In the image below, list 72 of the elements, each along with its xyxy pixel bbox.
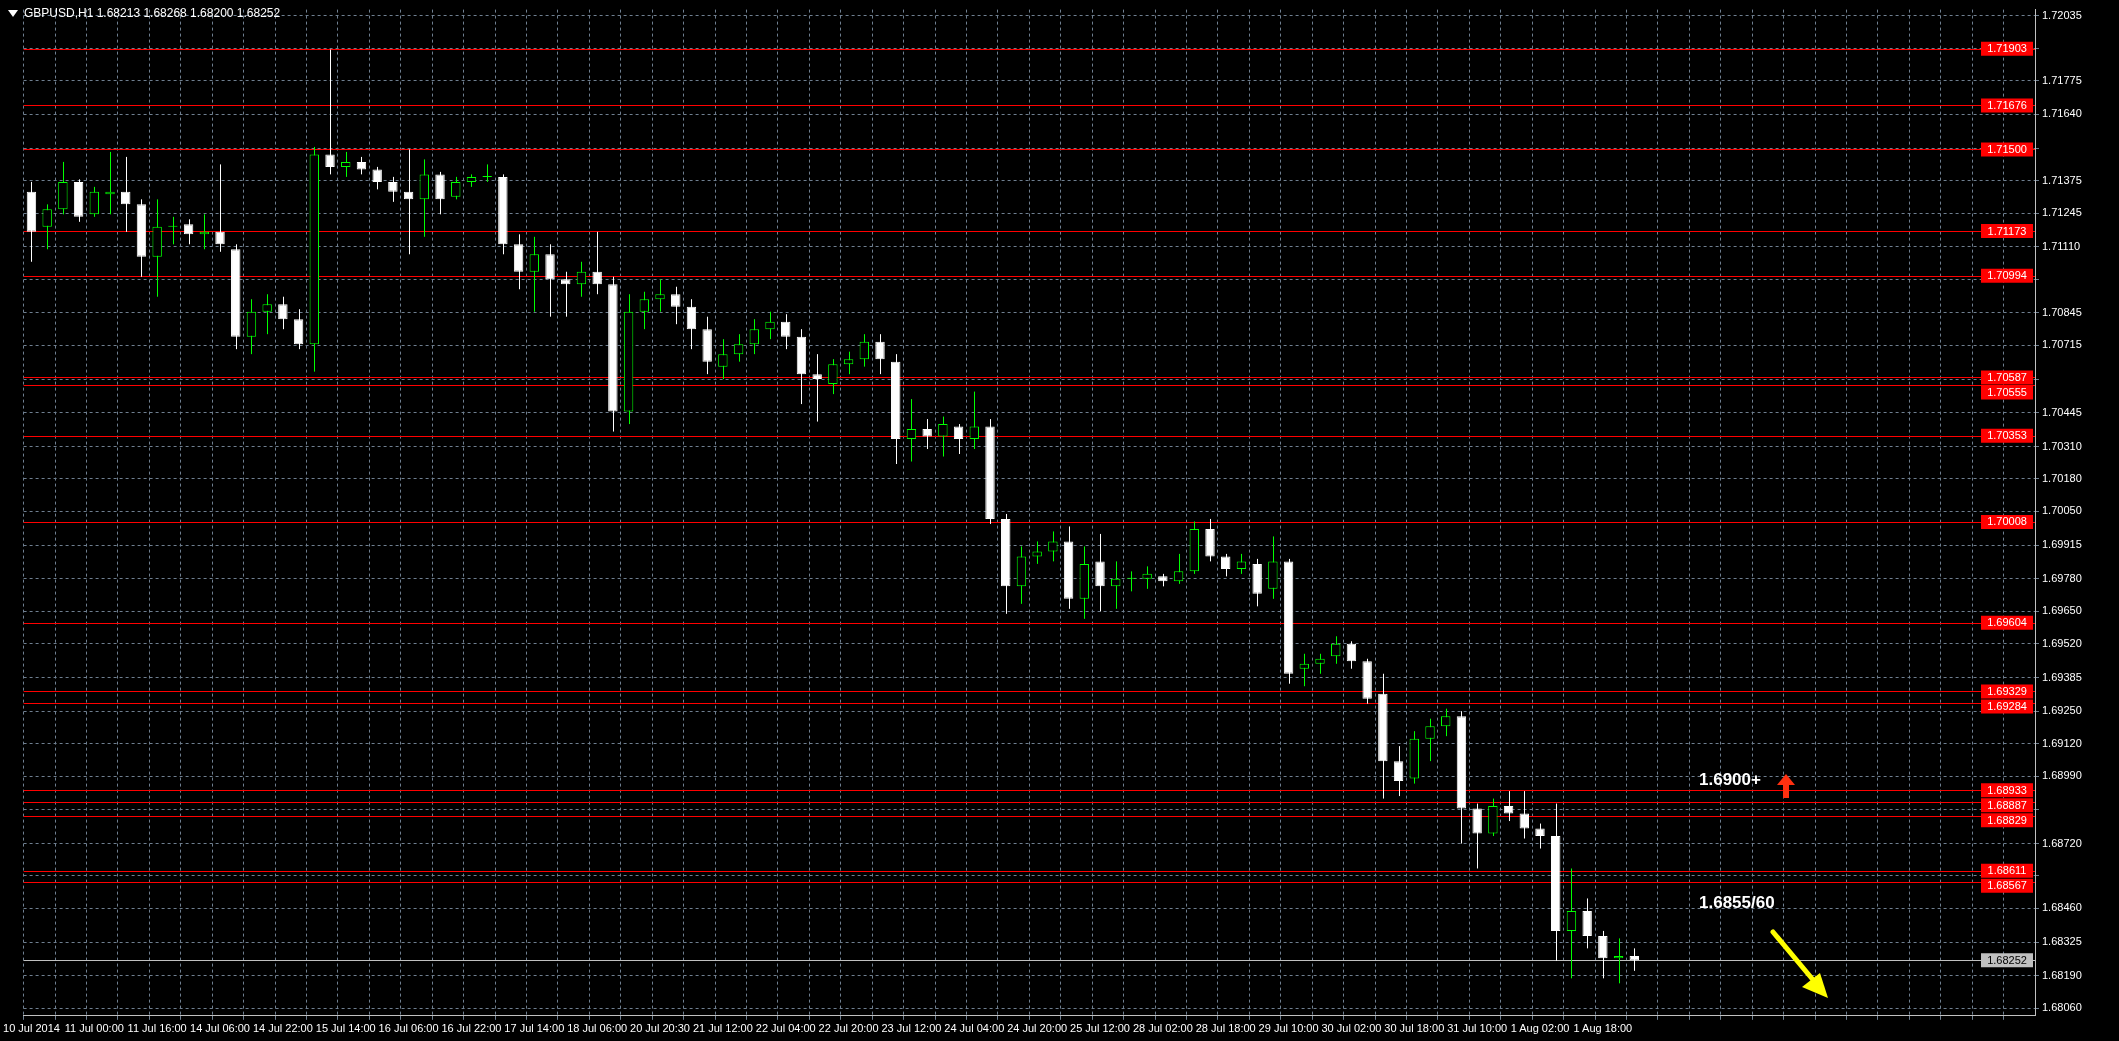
x-tick-label: 1 Aug 02:00	[1510, 1022, 1570, 1035]
ref-line-label: 1.70008	[1987, 515, 2027, 528]
y-tick-label: 1.71110	[2042, 239, 2081, 252]
x-tick-label: 29 Jul 10:00	[1258, 1022, 1319, 1035]
y-tick-label: 1.69120	[2042, 736, 2082, 749]
y-tick-label: 1.71775	[2042, 73, 2082, 86]
x-tick-label: 31 Jul 10:00	[1447, 1022, 1508, 1035]
y-tick-label: 1.68190	[2042, 968, 2082, 981]
y-tick-label: 1.70050	[2042, 504, 2082, 517]
x-tick-label: 16 Jul 22:00	[441, 1022, 502, 1035]
x-tick-label: 23 Jul 12:00	[881, 1022, 942, 1035]
x-tick-label: 24 Jul 20:00	[1007, 1022, 1068, 1035]
x-tick-label: 11 Jul 16:00	[127, 1022, 187, 1035]
x-tick-label: 22 Jul 20:00	[818, 1022, 879, 1035]
x-tick-label: 28 Jul 18:00	[1195, 1022, 1256, 1035]
ref-line-label: 1.69329	[1987, 685, 2027, 697]
x-tick-label: 25 Jul 12:00	[1070, 1022, 1130, 1035]
x-tick-label: 11 Jul 00:00	[64, 1022, 124, 1035]
x-tick-label: 16 Jul 06:00	[378, 1022, 439, 1035]
ref-line-label: 1.68887	[1987, 798, 2027, 811]
y-tick-label: 1.69385	[2042, 670, 2082, 683]
x-tick-label: 20 Jul 20:30	[630, 1022, 690, 1035]
y-tick-label: 1.71375	[2042, 173, 2082, 186]
x-tick-label: 24 Jul 04:00	[944, 1022, 1005, 1035]
annotation: 1.6900+	[1699, 770, 1761, 790]
y-tick-label: 1.71245	[2042, 206, 2082, 219]
y-tick-label: 1.70445	[2042, 405, 2082, 418]
x-tick-label: 10 Jul 2014	[3, 1022, 60, 1035]
ref-line-label: 1.71500	[1987, 142, 2027, 155]
y-tick-label: 1.70715	[2042, 338, 2082, 351]
y-tick-label: 1.68990	[2042, 769, 2082, 782]
x-tick-label: 18 Jul 06:00	[567, 1022, 628, 1035]
ref-line-label: 1.69604	[1987, 616, 2027, 629]
x-tick-label: 14 Jul 22:00	[252, 1022, 313, 1035]
y-tick-label: 1.68460	[2042, 901, 2082, 914]
ref-line-label: 1.69284	[1987, 700, 2027, 712]
ref-line-label: 1.71676	[1987, 99, 2027, 112]
y-tick-label: 1.70845	[2042, 305, 2082, 318]
y-tick-label: 1.72035	[2042, 8, 2082, 21]
ref-line-label: 1.68252	[1987, 953, 2027, 966]
y-tick-label: 1.69915	[2042, 538, 2082, 551]
y-tick-label: 1.68060	[2042, 1001, 2082, 1014]
ref-line-label: 1.71173	[1987, 224, 2027, 237]
ref-line-label: 1.71903	[1987, 42, 2027, 55]
x-tick-label: 30 Jul 18:00	[1384, 1022, 1445, 1035]
x-tick-label: 17 Jul 14:00	[504, 1022, 565, 1035]
y-tick-label: 1.70310	[2042, 439, 2082, 452]
ref-line-label: 1.68829	[1987, 813, 2027, 826]
annotation: 1.6855/60	[1699, 893, 1775, 913]
y-tick-label: 1.69650	[2042, 604, 2082, 617]
x-tick-label: 21 Jul 12:00	[692, 1022, 753, 1035]
x-tick-label: 15 Jul 14:00	[315, 1022, 376, 1035]
y-tick-label: 1.70180	[2042, 472, 2082, 485]
ref-line-label: 1.68567	[1987, 879, 2027, 892]
y-tick-label: 1.69520	[2042, 636, 2082, 649]
x-tick-label: 1 Aug 18:00	[1573, 1022, 1633, 1035]
ref-line-label: 1.70555	[1987, 385, 2027, 398]
y-tick-label: 1.68325	[2042, 935, 2082, 948]
x-tick-label: 30 Jul 02:00	[1321, 1022, 1382, 1035]
x-tick-label: 28 Jul 02:00	[1132, 1022, 1193, 1035]
y-tick-label: 1.71640	[2042, 107, 2082, 120]
x-tick-label: 22 Jul 04:00	[755, 1022, 816, 1035]
ref-line-label: 1.70587	[1987, 370, 2027, 383]
x-tick-label: 14 Jul 06:00	[190, 1022, 250, 1035]
ref-line-label: 1.68933	[1987, 783, 2027, 796]
chart-title: GBPUSD,H1 1.68213 1.68268 1.68200 1.68252	[24, 6, 281, 20]
ref-line-label: 1.70353	[1987, 429, 2027, 442]
y-tick-label: 1.69780	[2042, 571, 2082, 584]
ref-line-label: 1.68611	[1987, 864, 2027, 877]
ref-line-label: 1.70994	[1987, 269, 2027, 282]
y-tick-label: 1.69250	[2042, 704, 2082, 717]
y-tick-label: 1.68720	[2042, 836, 2082, 849]
